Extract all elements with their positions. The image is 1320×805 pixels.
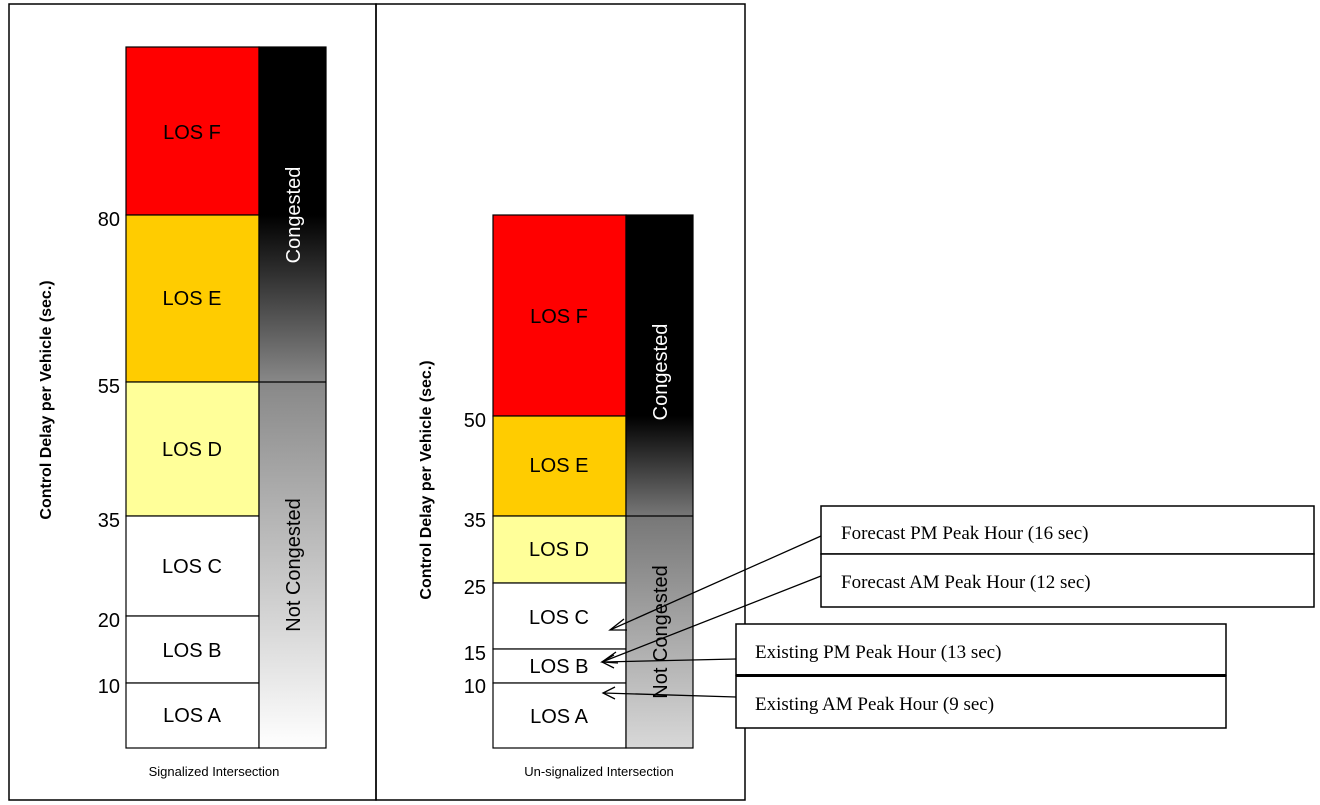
unsig-threshold-10: 10	[464, 676, 486, 698]
existing-am-arrowhead	[601, 686, 616, 700]
sig-los-e-label: LOS E	[163, 288, 222, 310]
unsig-los-d-label: LOS D	[529, 539, 589, 561]
unsig-los-a-label: LOS A	[530, 706, 588, 728]
sig-los-f-band	[125, 46, 260, 216]
unsig-caption: Un-signalized Intersection	[524, 764, 674, 779]
callouts: Forecast PM Peak Hour (16 sec) Forecast …	[600, 505, 1315, 729]
sig-los-a-label: LOS A	[163, 705, 221, 727]
unsig-los-b-band	[492, 648, 627, 684]
existing-pm-leader-line	[601, 658, 737, 663]
existing-am-leader-line	[602, 692, 737, 698]
sig-y-axis-label: Control Delay per Vehicle (sec.)	[38, 280, 55, 519]
sig-congested-label: Congested	[283, 167, 305, 264]
sig-los-d-band	[125, 381, 260, 517]
sig-threshold-55: 55	[98, 376, 120, 398]
unsig-los-c-label: LOS C	[529, 607, 589, 629]
sig-threshold-80: 80	[98, 209, 120, 231]
forecast-pm-callout-box	[820, 505, 1315, 555]
unsig-congested-bar-gradient	[626, 416, 693, 516]
unsig-threshold-15: 15	[464, 643, 486, 665]
sig-not-congested-label: Not Congested	[283, 498, 305, 631]
forecast-pm-callout-text: Forecast PM Peak Hour (16 sec)	[841, 523, 1088, 544]
forecast-am-callout-text: Forecast AM Peak Hour (12 sec)	[841, 572, 1091, 593]
forecast-am-leader-line	[601, 575, 822, 663]
sig-caption: Signalized Intersection	[149, 764, 280, 779]
unsig-los-c-band	[492, 582, 627, 650]
forecast-pm-leader-line	[609, 535, 822, 631]
unsignalized-chart: LOS F LOS E LOS D LOS C LOS B LOS A 50 3…	[418, 214, 694, 779]
unsig-not-congested-bar	[626, 516, 693, 748]
sig-congested-bar-solid	[259, 47, 326, 215]
sig-los-f-label: LOS F	[163, 122, 221, 144]
unsig-not-congested-label: Not Congested	[650, 565, 672, 698]
unsig-los-e-band	[492, 415, 627, 517]
unsig-threshold-50: 50	[464, 410, 486, 432]
unsig-y-axis-label: Control Delay per Vehicle (sec.)	[418, 360, 435, 599]
sig-los-c-label: LOS C	[162, 556, 222, 578]
signalized-chart: LOS F LOS E LOS D LOS C LOS B LOS A 80 5…	[38, 46, 327, 779]
sig-threshold-20: 20	[98, 610, 120, 632]
sig-los-b-label: LOS B	[163, 640, 222, 662]
sig-los-b-band	[125, 615, 260, 684]
forecast-pm-arrowhead	[608, 618, 627, 631]
existing-am-callout-text: Existing AM Peak Hour (9 sec)	[755, 694, 994, 715]
sig-congestion-bar-outline	[258, 46, 327, 749]
unsig-congestion-bar-outline	[625, 214, 694, 749]
unsig-los-d-band	[492, 515, 627, 584]
unsig-los-f-band	[492, 214, 627, 417]
sig-los-c-band	[125, 515, 260, 617]
existing-pm-arrowhead	[600, 654, 615, 669]
sig-not-congested-bar	[259, 382, 326, 748]
existing-pm-callout-text: Existing PM Peak Hour (13 sec)	[755, 642, 1001, 663]
sig-threshold-35: 35	[98, 510, 120, 532]
unsig-congested-label: Congested	[650, 324, 672, 421]
unsig-congested-bar-solid	[626, 215, 693, 416]
unsig-los-f-label: LOS F	[530, 306, 588, 328]
unsig-threshold-25: 25	[464, 577, 486, 599]
unsig-los-b-label: LOS B	[530, 656, 589, 678]
forecast-am-callout-box	[820, 553, 1315, 608]
sig-los-d-label: LOS D	[162, 439, 222, 461]
unsig-los-e-label: LOS E	[530, 455, 589, 477]
sig-threshold-10: 10	[98, 676, 120, 698]
sig-los-a-band	[125, 682, 260, 749]
unsig-threshold-35: 35	[464, 510, 486, 532]
unsignalized-panel	[375, 3, 746, 801]
sig-congested-bar-gradient	[259, 215, 326, 382]
